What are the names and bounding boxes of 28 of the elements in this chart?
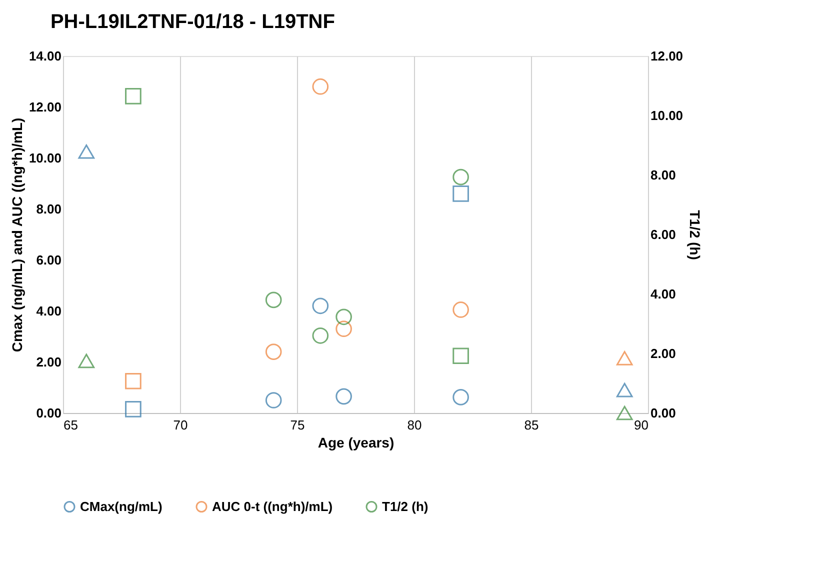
legend-label: CMax(ng/mL) (80, 498, 162, 514)
y-tick-label: 4.00 (36, 304, 62, 318)
y-tick-label: 10.00 (28, 150, 62, 166)
x-tick-label: 70 (173, 418, 188, 432)
y2-tick-label: 8.00 (650, 168, 676, 182)
legend-label: T1/2 (h) (382, 498, 428, 514)
legend-label: AUC 0-t ((ng*h)/mL) (212, 498, 333, 514)
y2-tick-label: 0.00 (650, 406, 676, 420)
y-tick-label: 0.00 (36, 406, 62, 420)
x-tick-label: 65 (64, 418, 78, 432)
y-axis-title: Cmax (ng/mL) and AUC ((ng*h)/mL) (8, 118, 25, 352)
x-tick-label: 90 (634, 418, 648, 432)
y-tick-label: 2.00 (36, 354, 62, 370)
y2-axis-title: T1/2 (h) (687, 210, 704, 260)
x-tick-label: 80 (407, 418, 422, 432)
y2-tick-label: 4.00 (650, 286, 676, 302)
y-tick-label: 14.00 (28, 48, 62, 64)
y-tick-label: 6.00 (36, 252, 62, 268)
y-tick-label: 8.00 (36, 202, 62, 216)
y2-tick-label: 6.00 (650, 227, 676, 242)
y2-tick-label: 2.00 (650, 346, 676, 361)
x-axis-title: Age (years) (318, 434, 394, 450)
y2-tick-label: 10.00 (650, 108, 684, 123)
chart-title: PH-L19IL2TNF-01/18 - L19TNF (50, 11, 335, 33)
x-tick-label: 85 (524, 418, 539, 432)
y-tick-label: 12.00 (28, 100, 62, 114)
x-tick-label: 75 (290, 418, 305, 432)
y2-tick-label: 12.00 (650, 48, 684, 64)
